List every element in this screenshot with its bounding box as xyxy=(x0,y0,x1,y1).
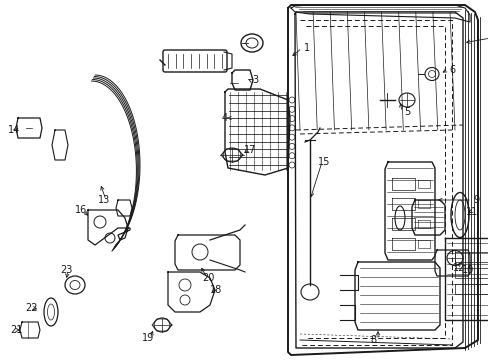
Text: 12: 12 xyxy=(452,263,464,273)
Text: 9: 9 xyxy=(473,195,479,205)
Text: 3: 3 xyxy=(251,75,258,85)
Text: 14: 14 xyxy=(8,125,20,135)
Text: 22: 22 xyxy=(25,303,38,313)
Text: 10: 10 xyxy=(461,265,473,275)
Text: 13: 13 xyxy=(98,195,110,205)
Text: 8: 8 xyxy=(369,335,375,345)
Text: 17: 17 xyxy=(243,145,256,155)
Text: 23: 23 xyxy=(60,265,72,275)
Text: 19: 19 xyxy=(142,333,154,343)
Text: 11: 11 xyxy=(465,207,477,217)
Text: 6: 6 xyxy=(448,65,454,75)
Text: 5: 5 xyxy=(403,107,409,117)
Text: 21: 21 xyxy=(10,325,22,335)
Text: 15: 15 xyxy=(317,157,329,167)
Text: 16: 16 xyxy=(75,205,87,215)
Text: 4: 4 xyxy=(222,113,228,123)
Text: 20: 20 xyxy=(202,273,215,283)
Text: 18: 18 xyxy=(209,285,222,295)
Text: 1: 1 xyxy=(303,43,309,53)
